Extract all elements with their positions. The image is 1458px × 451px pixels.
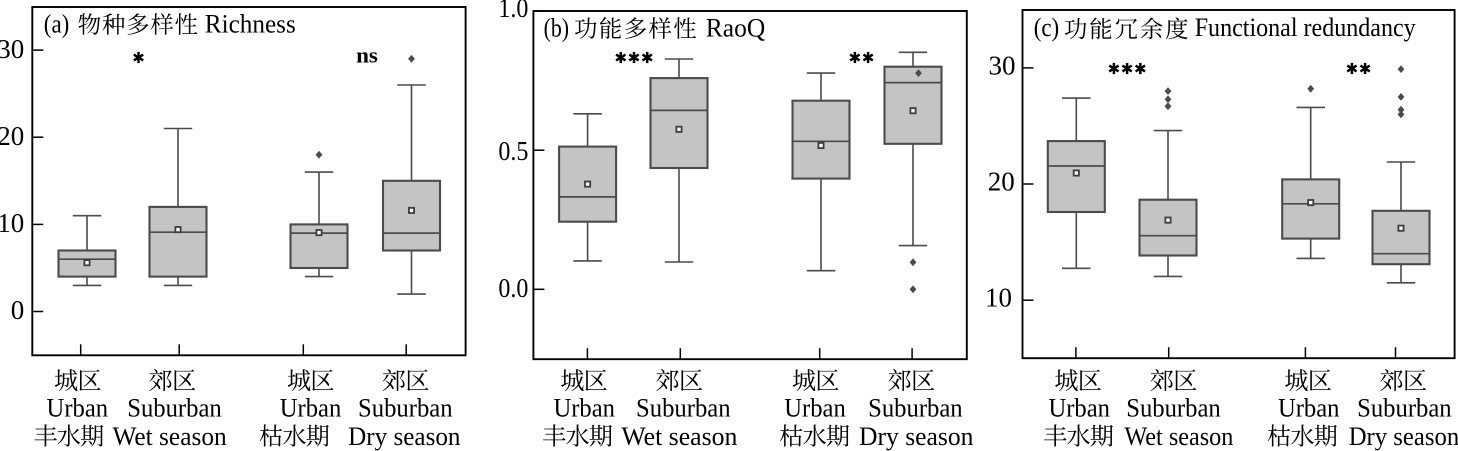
svg-text:Urban: Urban (280, 393, 342, 422)
svg-text:Urban: Urban (1278, 393, 1340, 422)
svg-text:30: 30 (0, 34, 24, 64)
svg-text:RaoQ: RaoQ (706, 13, 766, 42)
svg-text:(c): (c) (1034, 13, 1060, 42)
svg-text:Suburban: Suburban (127, 393, 222, 422)
svg-text:20: 20 (0, 121, 24, 151)
svg-text:0: 0 (11, 295, 25, 325)
svg-text:Functional redundancy: Functional redundancy (1195, 13, 1416, 42)
svg-text:30: 30 (989, 50, 1016, 80)
svg-text:Suburban: Suburban (1357, 393, 1452, 422)
svg-text:Suburban: Suburban (636, 393, 731, 422)
svg-text:Dry season: Dry season (1349, 422, 1458, 451)
svg-text:(b): (b) (544, 13, 570, 42)
svg-text:Suburban: Suburban (868, 393, 963, 422)
svg-text:Urban: Urban (553, 393, 615, 422)
svg-text:Richness: Richness (205, 9, 296, 38)
svg-text:Urban: Urban (784, 393, 846, 422)
svg-text:Dry season: Dry season (348, 422, 460, 451)
svg-text:Urban: Urban (1048, 393, 1110, 422)
svg-text:Urban: Urban (47, 393, 109, 422)
svg-text:ns: ns (356, 43, 378, 68)
svg-text:10: 10 (0, 208, 24, 238)
svg-text:10: 10 (985, 283, 1012, 313)
svg-text:Wet season: Wet season (621, 422, 737, 451)
svg-text:0.0: 0.0 (498, 273, 528, 303)
svg-text:1.0: 1.0 (498, 0, 528, 23)
svg-text:Dry season: Dry season (859, 422, 974, 451)
svg-text:20: 20 (988, 167, 1015, 197)
svg-text:0.5: 0.5 (498, 136, 528, 166)
svg-text:Suburban: Suburban (1126, 393, 1221, 422)
svg-text:Wet season: Wet season (1124, 422, 1233, 451)
svg-text:Suburban: Suburban (358, 393, 453, 422)
svg-text:(a): (a) (44, 9, 70, 38)
svg-text:Wet season: Wet season (113, 422, 227, 451)
